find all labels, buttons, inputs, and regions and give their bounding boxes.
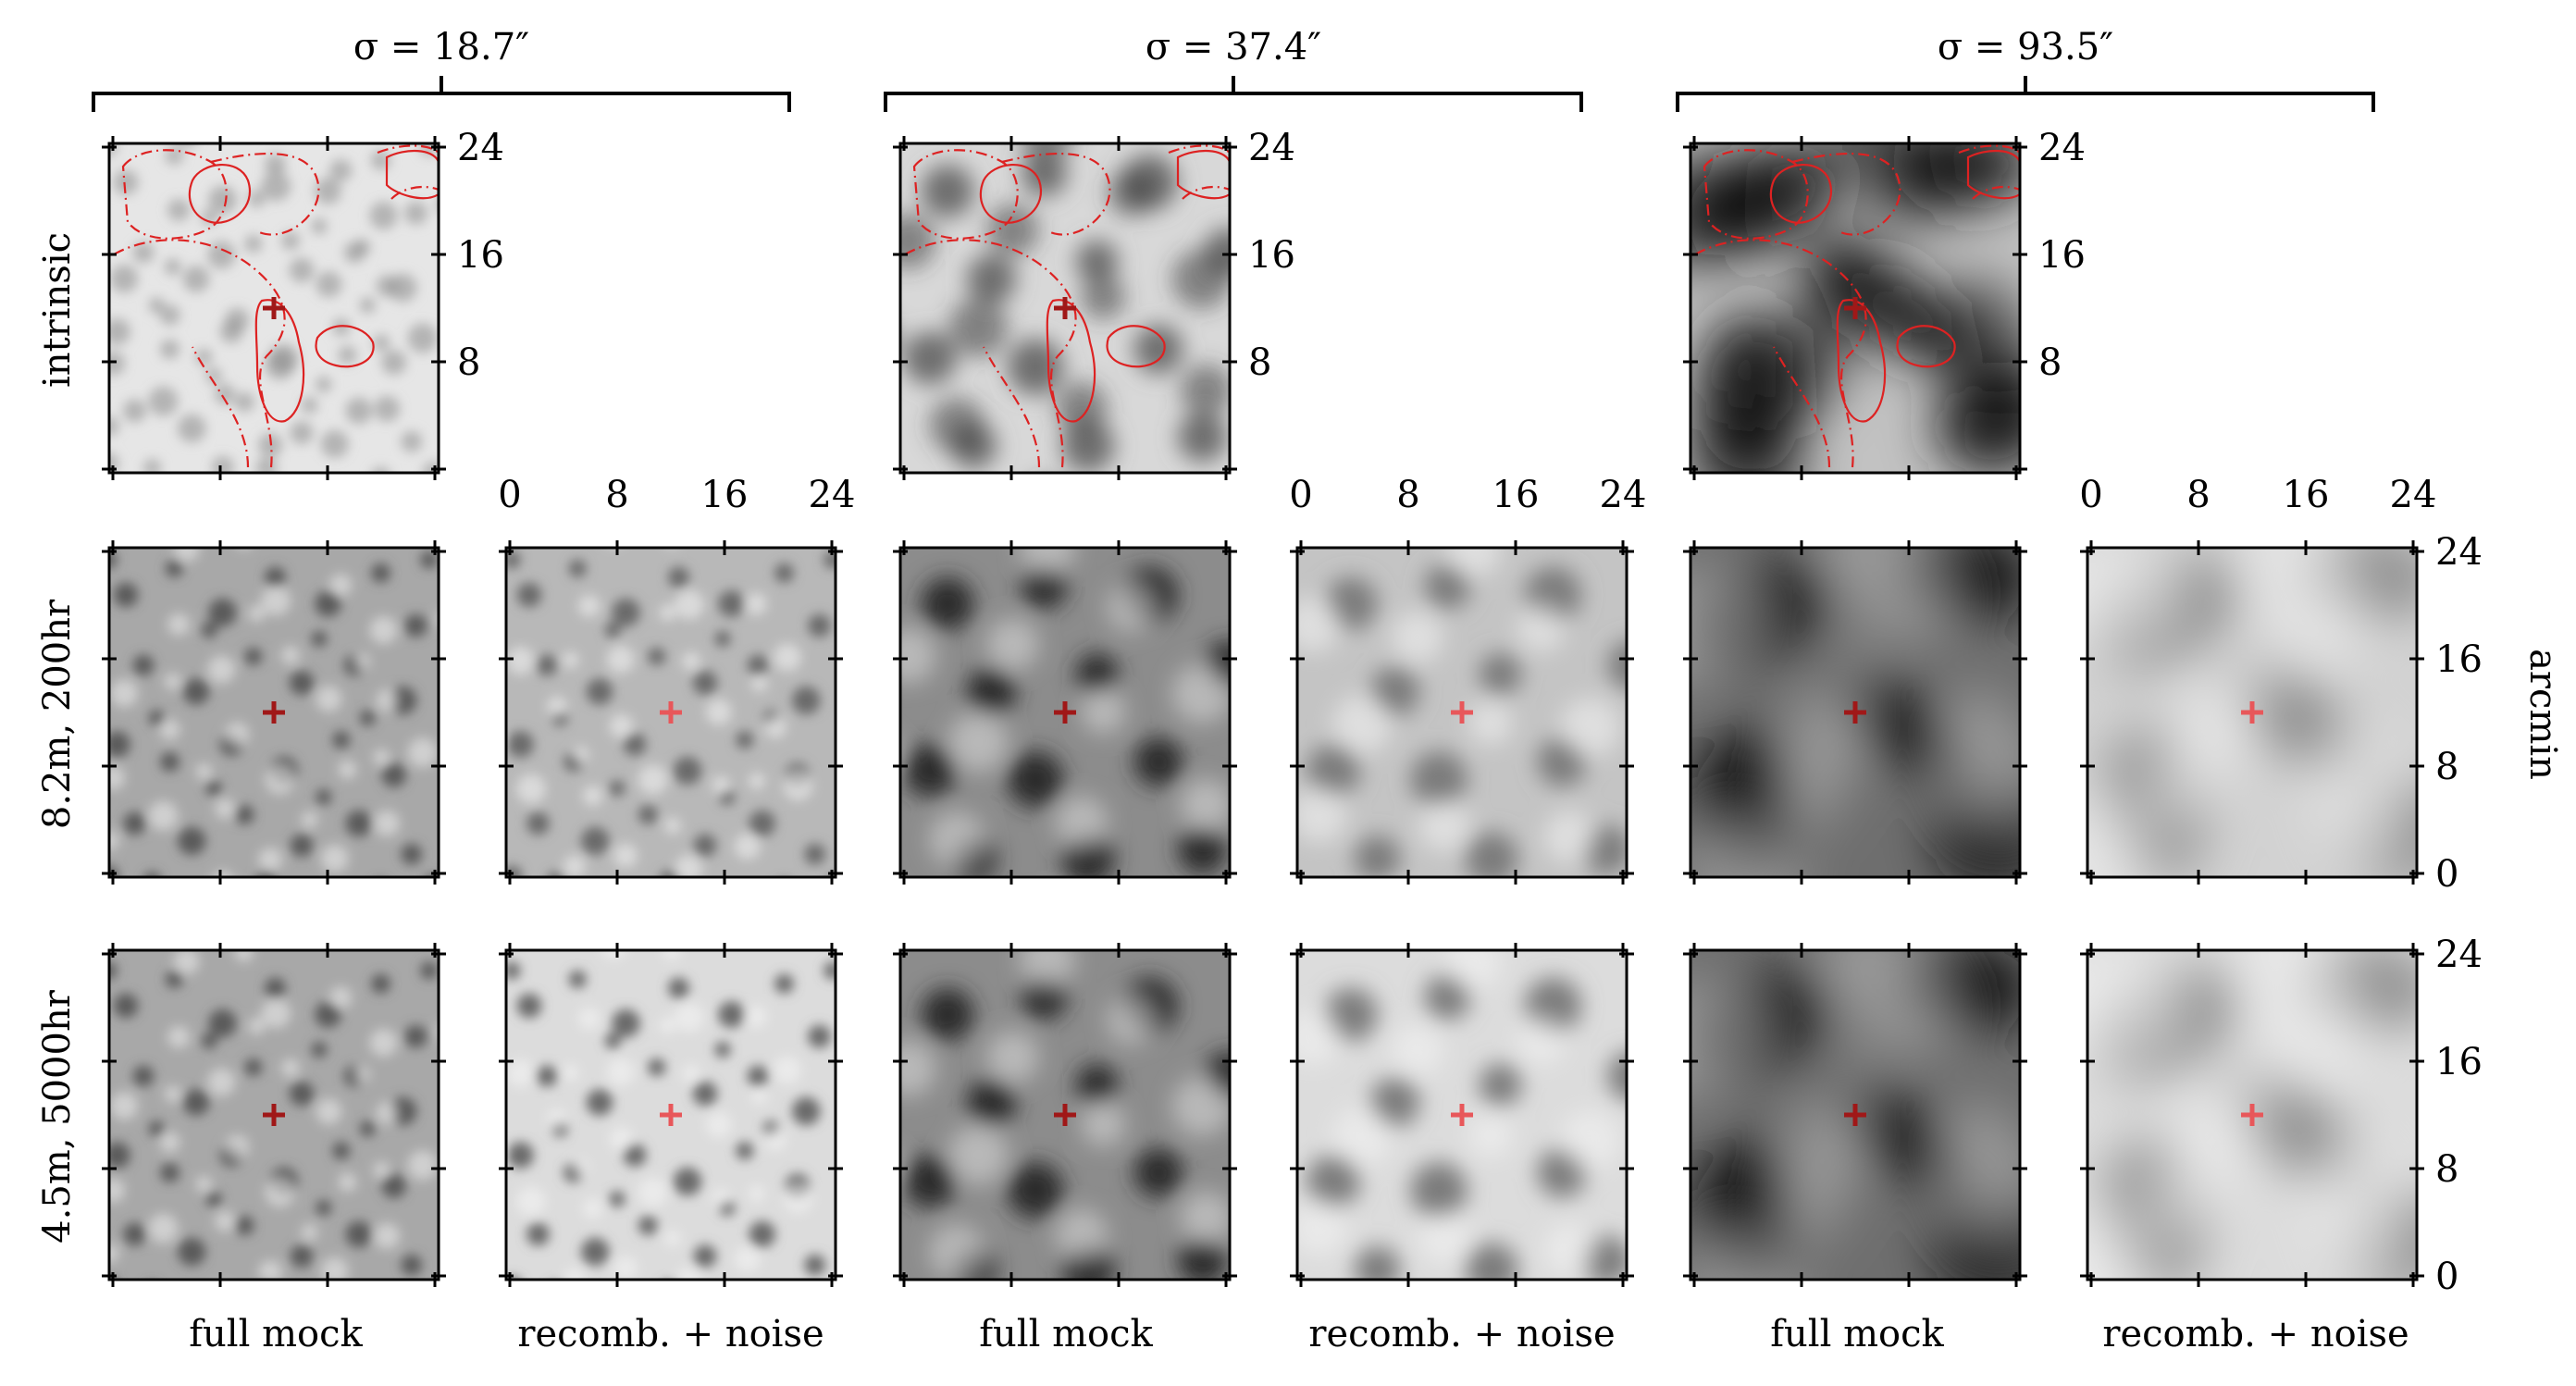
group-title-2: σ = 37.4″ xyxy=(1146,26,1321,68)
map-panel-r2-c1 xyxy=(102,540,446,885)
source-marker-icon xyxy=(263,701,285,724)
x-tick-label-g3: 0 xyxy=(2079,474,2102,516)
source-marker-icon xyxy=(1844,701,1866,724)
y-tick-label: 16 xyxy=(2435,1041,2483,1083)
source-marker-icon xyxy=(1054,297,1076,319)
y-tick-label: 24 xyxy=(2435,934,2483,976)
x-tick-label-g3: 24 xyxy=(2390,474,2437,516)
x-tick-label-g3: 8 xyxy=(2186,474,2210,516)
group-bracket-2: σ = 37.4″ xyxy=(884,26,1583,112)
y-tick-label: 16 xyxy=(2435,638,2483,681)
y-tick-label: 16 xyxy=(1248,234,1295,277)
y-tick-label: 8 xyxy=(2435,1148,2458,1191)
source-marker-icon xyxy=(1844,297,1866,319)
col-label-recomb-2: recomb. + noise xyxy=(1308,1313,1615,1355)
y-tick-label: 24 xyxy=(1248,127,1295,169)
col-label-recomb-1: recomb. + noise xyxy=(517,1313,824,1355)
y-tick-label: 16 xyxy=(457,234,504,277)
y-tick-label: 24 xyxy=(457,127,504,169)
map-panel-r2-c4 xyxy=(1290,540,1634,885)
x-tick-label-g2: 16 xyxy=(1492,474,1540,516)
map-panel-r3-c5 xyxy=(1683,943,2027,1287)
source-marker-icon xyxy=(2241,1104,2263,1126)
map-panel-r3-c2 xyxy=(499,943,843,1287)
map-panel-r1-c1: 24 16 8 xyxy=(102,127,504,480)
map-panel-r1-c5: 24 16 8 xyxy=(1683,127,2086,480)
map-panel-r2-c3 xyxy=(893,540,1237,885)
col-label-full-mock-1: full mock xyxy=(189,1313,363,1355)
y-tick-label: 24 xyxy=(2038,127,2086,169)
col-label-full-mock-3: full mock xyxy=(1770,1313,1944,1355)
map-panel-r3-c3 xyxy=(893,943,1237,1287)
y-tick-label: 0 xyxy=(2435,1256,2458,1298)
x-tick-label-g1: 0 xyxy=(498,474,521,516)
y-tick-label: 16 xyxy=(2038,234,2086,277)
group-title-1: σ = 18.7″ xyxy=(353,26,529,68)
source-marker-icon xyxy=(1054,1104,1076,1126)
col-label-full-mock-2: full mock xyxy=(979,1313,1153,1355)
group-bracket-1: σ = 18.7″ xyxy=(92,26,791,112)
y-tick-label: 8 xyxy=(1248,341,1271,384)
row-label-4m: 4.5m, 5000hr xyxy=(36,989,79,1244)
col-label-recomb-3: recomb. + noise xyxy=(2102,1313,2409,1355)
source-marker-icon xyxy=(1054,701,1076,724)
x-tick-label-g1: 8 xyxy=(605,474,628,516)
x-tick-label-g2: 8 xyxy=(1396,474,1419,516)
source-marker-icon xyxy=(2241,701,2263,724)
x-tick-label-g3: 16 xyxy=(2283,474,2330,516)
x-tick-label-g1: 16 xyxy=(701,474,749,516)
source-marker-icon xyxy=(1844,1104,1866,1126)
y-tick-label: 8 xyxy=(2435,746,2458,788)
row-label-intrinsic: intrinsic xyxy=(36,232,79,388)
group-title-3: σ = 93.5″ xyxy=(1938,26,2113,68)
x-tick-label-g2: 24 xyxy=(1600,474,1647,516)
y-tick-label: 0 xyxy=(2435,853,2458,896)
y-tick-label: 24 xyxy=(2435,531,2483,574)
map-panel-r1-c3: 24 16 8 xyxy=(893,127,1295,480)
x-tick-label-g1: 24 xyxy=(809,474,856,516)
map-panel-r2-c6: 24 16 8 0 xyxy=(2080,531,2483,896)
y-tick-label: 8 xyxy=(2038,341,2062,384)
source-marker-icon xyxy=(263,297,285,319)
map-panel-r3-c6: 24 16 8 0 xyxy=(2080,934,2483,1298)
source-marker-icon xyxy=(660,1104,682,1126)
source-marker-icon xyxy=(1451,701,1473,724)
x-tick-label-g2: 0 xyxy=(1289,474,1312,516)
group-bracket-3: σ = 93.5″ xyxy=(1676,26,2375,112)
map-panel-r3-c4 xyxy=(1290,943,1634,1287)
axis-unit-label: arcmin xyxy=(2521,649,2564,780)
y-tick-label: 8 xyxy=(457,341,480,384)
source-marker-icon xyxy=(263,1104,285,1126)
source-marker-icon xyxy=(660,701,682,724)
map-panel-r2-c2 xyxy=(499,540,843,885)
row-label-8m: 8.2m, 200hr xyxy=(36,599,79,829)
map-panel-r2-c5 xyxy=(1683,540,2027,885)
map-panel-r3-c1 xyxy=(102,943,446,1287)
source-marker-icon xyxy=(1451,1104,1473,1126)
